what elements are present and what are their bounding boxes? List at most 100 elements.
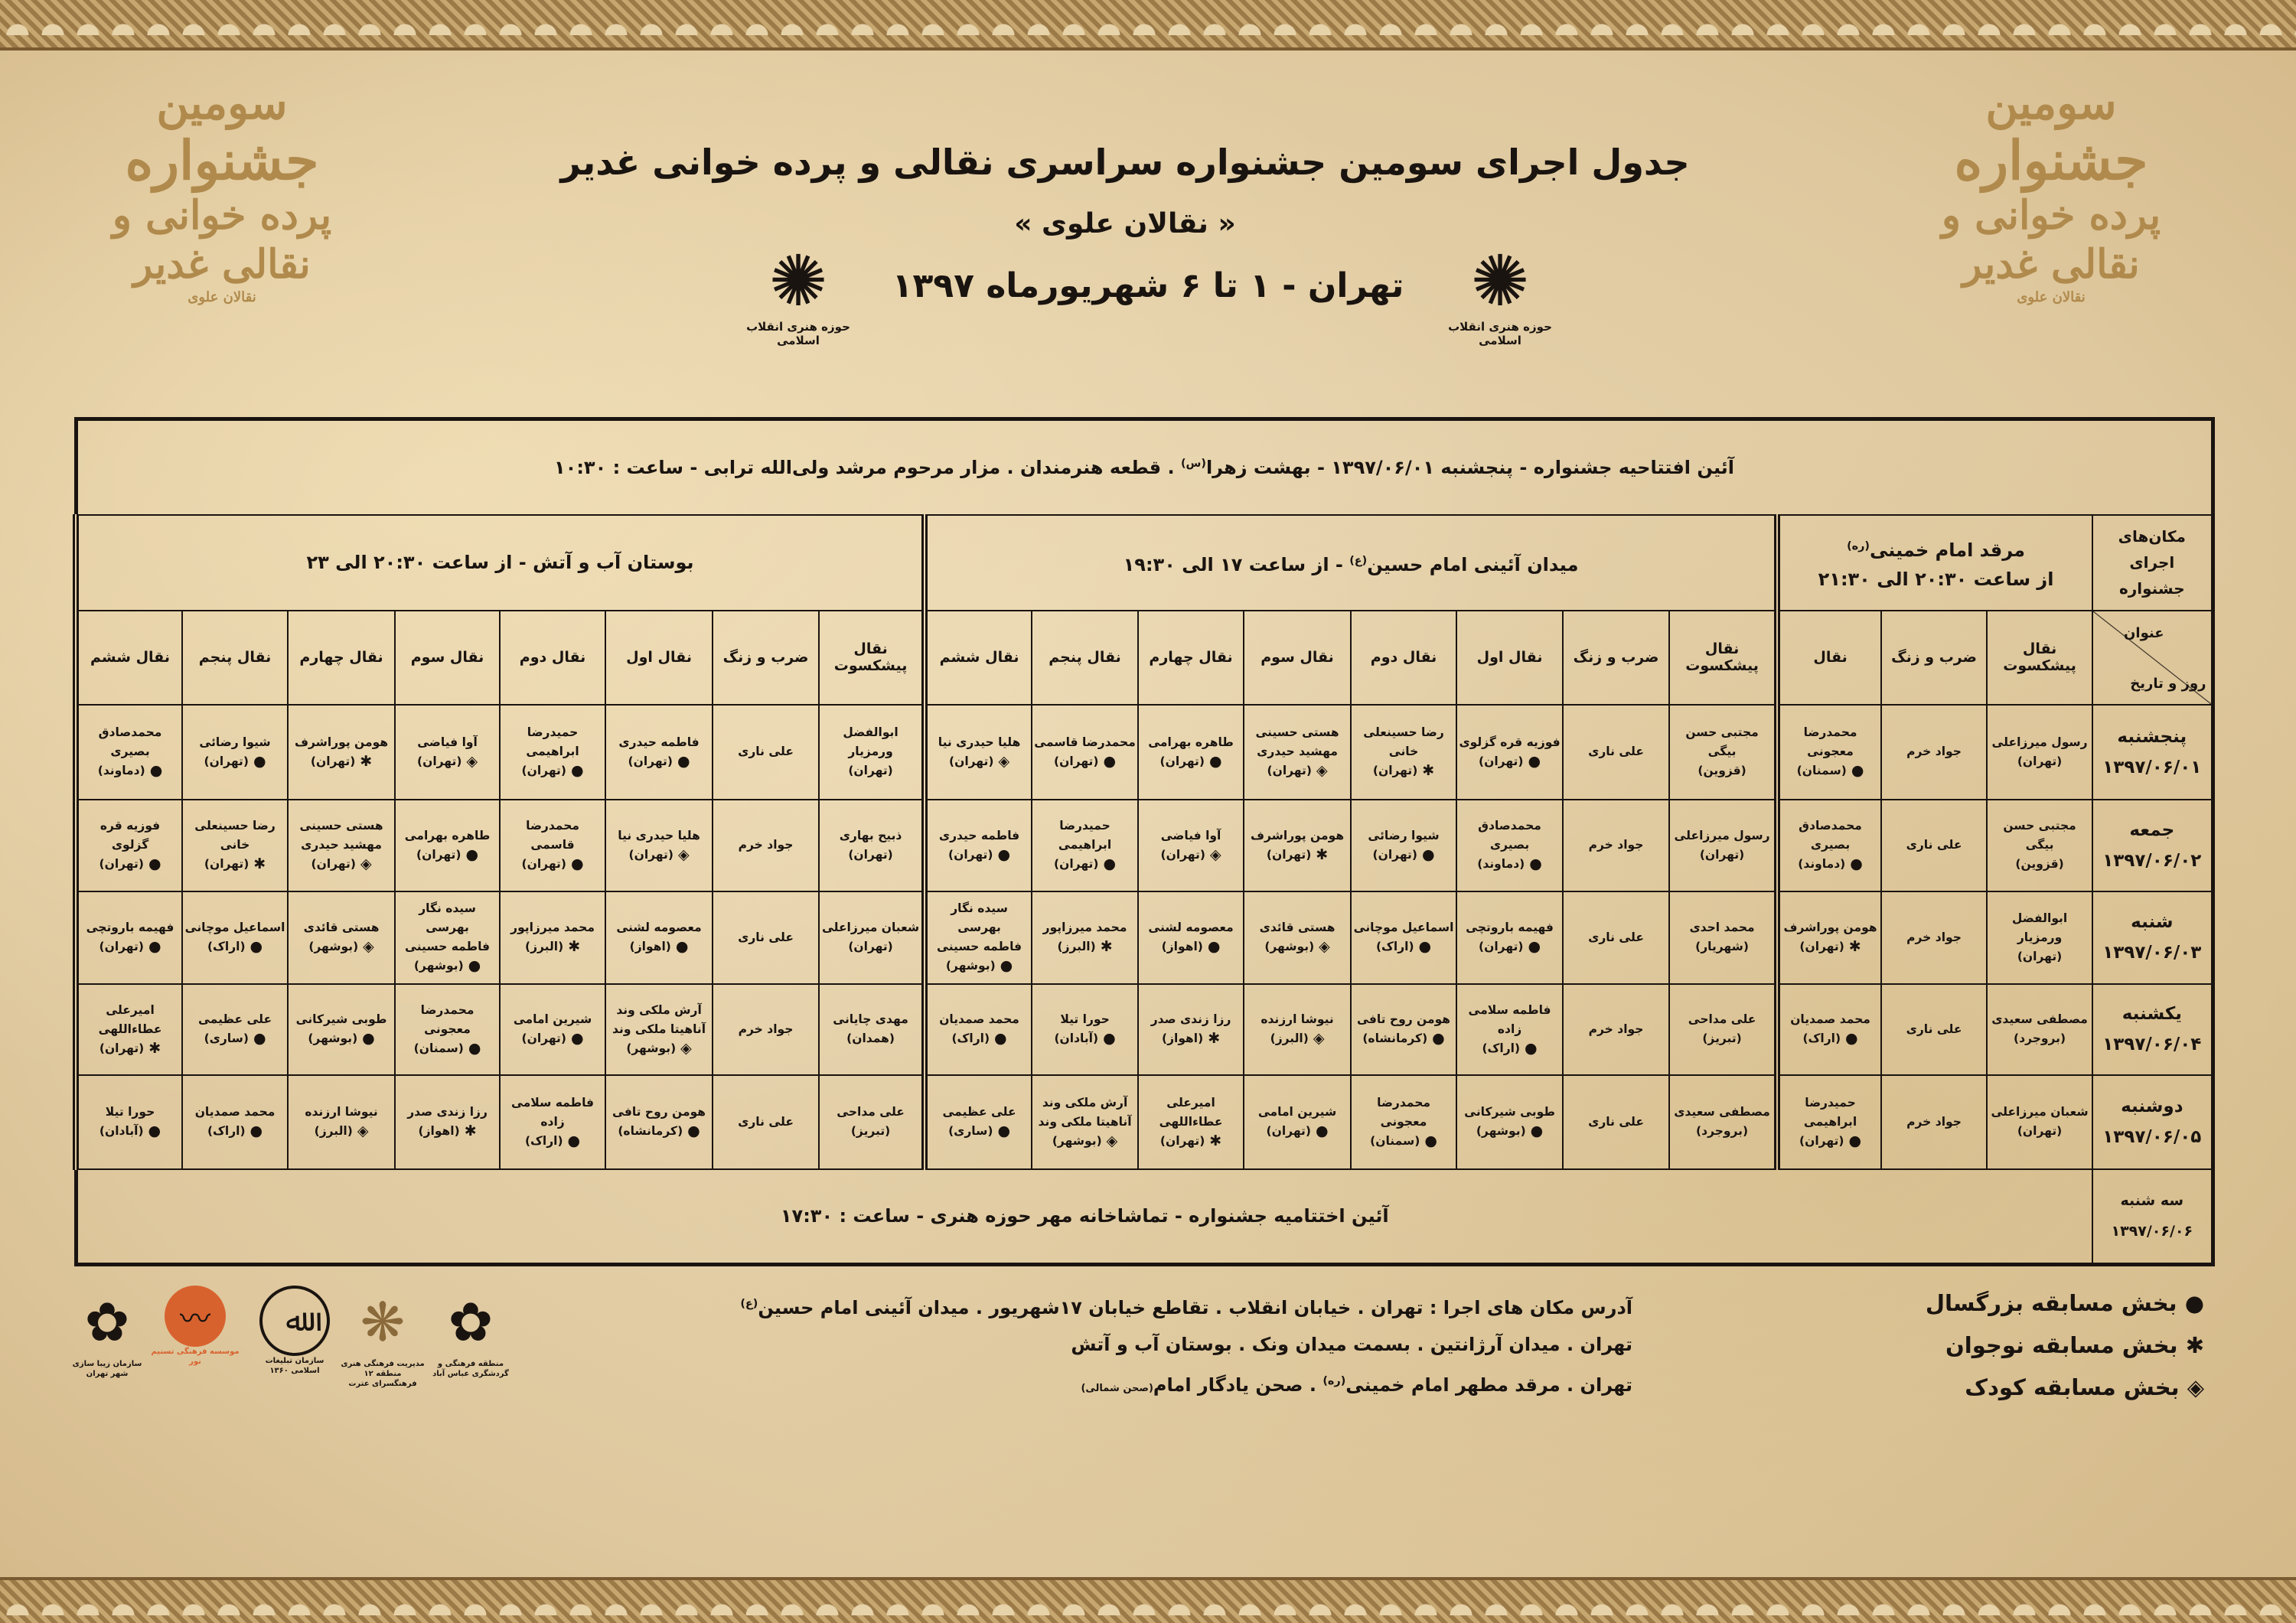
sponsor_logos-3-caption: موسسه فرهنگی تسنیم نور bbox=[151, 1348, 240, 1366]
performer-origin: (تهران) bbox=[1989, 752, 2090, 771]
performer-city: (البرز) bbox=[1057, 940, 1096, 953]
performer-city: (تهران) bbox=[521, 764, 566, 777]
filled-circle-icon: ● bbox=[1525, 1039, 1538, 1057]
schedule-row: شنبه ۱۳۹۷/۰۶/۰۳ ابوالفضل ورمزیار (تهران) جوا… bbox=[72, 890, 2214, 985]
performer-cell: جواد خرم bbox=[1562, 983, 1671, 1076]
schedule-row: یکشنبه ۱۳۹۷/۰۶/۰۴ مصطفی سعیدی (بروجرد) علی ن… bbox=[72, 983, 2214, 1076]
address-line3_sup: (ره) bbox=[1322, 1375, 1346, 1387]
performer-city: (سمنان) bbox=[1796, 764, 1847, 777]
filled-circle-icon: ● bbox=[997, 1123, 1011, 1139]
performer-name: رسول میرزاعلی bbox=[1991, 735, 2088, 749]
performer-city: (تهران) bbox=[311, 857, 356, 871]
legend-adult: ● بخش مسابقه بزرگسال bbox=[1926, 1282, 2204, 1325]
performer-name: ابوالفضل ورمزیار bbox=[2011, 911, 2068, 944]
performer-cell: محمدصادق بصیری ● (دماوند) bbox=[1774, 798, 1883, 892]
performer-cell: فاطمه سلامی زاده ● (اراک) bbox=[1456, 983, 1564, 1076]
performer-cell: آوا فیاضی ◈ (تهران) bbox=[394, 703, 501, 800]
performer-city: (بوشهر) bbox=[1264, 940, 1315, 953]
performer-city: (تهران) bbox=[416, 847, 461, 862]
performer-city: (اراک) bbox=[207, 940, 246, 953]
festival-calligraphy-logo-right: سومین جشنواره پرده خوانی و نقالی غدیر نقال… bbox=[1913, 77, 2189, 352]
performer-city: (تهران) bbox=[204, 857, 249, 871]
venue-name-honorific: (ع) bbox=[1349, 554, 1368, 567]
performer-origin: (بروجرد) bbox=[1989, 1029, 2090, 1048]
corner-bottom: روز و تاریخ bbox=[2130, 675, 2206, 692]
performer-cell: حورا تیلا ● (آبادان) bbox=[72, 1074, 184, 1170]
performer-city: (بوشهر) bbox=[1476, 1124, 1526, 1138]
performer-name: ابوالفضل ورمزیار bbox=[843, 725, 899, 758]
performer-name: آرش ملکی وند bbox=[1042, 1095, 1128, 1110]
performer-cell: مجتبی حسن بیگی (قزوین) bbox=[1986, 798, 2094, 892]
performer-city: (تهران) bbox=[1054, 754, 1099, 768]
performer-city: (تهران) bbox=[521, 857, 566, 871]
filled-circle-icon: ● bbox=[1418, 938, 1432, 955]
filled-circle-icon: ● bbox=[570, 762, 584, 779]
performer-cell: هومن پوراشرف ✱ (تهران) bbox=[1774, 890, 1883, 985]
filled-circle-icon: ● bbox=[148, 938, 161, 955]
performer-name: علی ناری bbox=[738, 1114, 794, 1129]
performer-cell: هومن روح تافی ● (کرمانشاه) bbox=[605, 1074, 714, 1170]
performer-city: (تبریز) bbox=[1702, 1031, 1742, 1045]
venue-header: بوستان آب و آتش - از ساعت ۲۰:۳۰ الی ۲۳ bbox=[72, 513, 926, 611]
performer-cell: محمدرضا معجونی ● (سمنان) bbox=[1350, 1074, 1458, 1170]
performer-origin: (قزوین) bbox=[1671, 761, 1773, 781]
performer-origin: ● (ساری) bbox=[184, 1029, 285, 1048]
performer-name: حورا تیلا bbox=[1060, 1012, 1110, 1026]
performer-name: جواد خرم bbox=[738, 838, 794, 852]
performer-origin: (تهران) bbox=[1671, 846, 1773, 865]
performer-cell: شیوا رضائی ● (تهران) bbox=[1350, 798, 1458, 892]
performer-cell: هلیا حیدری نیا ◈ (تهران) bbox=[921, 703, 1033, 800]
day-date: ۱۳۹۷/۰۶/۰۴ bbox=[2102, 1035, 2202, 1054]
filled-circle-icon: ● bbox=[2184, 1290, 2204, 1316]
column-header: نقال چهارم bbox=[1137, 609, 1245, 706]
performer-name: مهدی چایانی bbox=[833, 1012, 908, 1026]
orange-wave-emblem-icon: 〰 bbox=[165, 1286, 226, 1347]
filled-circle-icon: ● bbox=[148, 1123, 161, 1139]
performer-name: مصطفی سعیدی bbox=[1674, 1105, 1770, 1119]
filled-circle-icon: ● bbox=[149, 762, 163, 779]
performer-cell: رسول میرزاعلی (تهران) bbox=[1986, 703, 2094, 800]
performer-name: هلیا حیدری نیا bbox=[618, 828, 700, 842]
performer-origin: ✱ (تهران) bbox=[184, 855, 285, 874]
performer-city: (کرمانشاه) bbox=[1362, 1031, 1428, 1045]
performer-origin: (تهران) bbox=[821, 761, 920, 781]
day-date: ۱۳۹۷/۰۶/۰۶ bbox=[2111, 1223, 2193, 1240]
performer-city: (تهران) bbox=[417, 754, 462, 768]
diamond-icon: ◈ bbox=[1209, 846, 1221, 863]
performer-cell: علی ناری bbox=[712, 703, 820, 800]
performer-name: هومن پوراشرف bbox=[295, 735, 389, 749]
diamond-icon: ◈ bbox=[1316, 762, 1328, 779]
performer-name: علی ناری bbox=[1588, 930, 1644, 944]
performer-cell: جواد خرم bbox=[1880, 890, 1988, 985]
performer-city: (اهواز) bbox=[629, 940, 671, 953]
performer-origin: (تهران) bbox=[1989, 1122, 2090, 1141]
performer-cell: هستی قائدی ◈ (بوشهر) bbox=[287, 890, 396, 985]
diamond-icon: ◈ bbox=[2187, 1374, 2204, 1400]
performer-cell: رضا حسینعلی خانی ✱ (تهران) bbox=[1350, 703, 1458, 800]
performer-name: اسماعیل موچانی bbox=[184, 921, 285, 934]
performer-origin: (تهران) bbox=[821, 846, 920, 865]
day-date-cell: یکشنبه ۱۳۹۷/۰۶/۰۴ bbox=[2092, 983, 2214, 1076]
performer-name: جواد خرم bbox=[1906, 745, 1962, 758]
performer-name: رزا زندی صدر bbox=[407, 1105, 488, 1119]
performer-name: حمیدرضا ابراهیمی bbox=[1803, 1095, 1857, 1129]
performer-cell: رضا حسینعلی خانی ✱ (تهران) bbox=[181, 798, 289, 892]
performer-origin: ● (بوشهر) bbox=[1459, 1122, 1561, 1141]
performer-city: (اراک) bbox=[524, 1133, 563, 1148]
performer-cell: علی عظیمی ● (ساری) bbox=[921, 1074, 1033, 1170]
address-line3_b: . صحن یادگار امام bbox=[1153, 1374, 1316, 1396]
performer-city: (تهران) bbox=[2017, 949, 2063, 963]
performer-name: حمیدرضا ابراهیمی bbox=[1058, 819, 1112, 852]
performer-city: (شهریار) bbox=[1695, 940, 1749, 953]
performer-cell: هلیا حیدری نیا ◈ (تهران) bbox=[605, 798, 714, 892]
performer-cell: جواد خرم bbox=[1880, 703, 1988, 800]
performer-cell: فهیمه باروتچی ● (تهران) bbox=[1456, 890, 1564, 985]
diamond-icon: ◈ bbox=[1313, 1030, 1325, 1047]
performer-name: مهشید حیدری bbox=[301, 838, 382, 852]
filled-circle-icon: ● bbox=[249, 1123, 263, 1139]
performer-city: (البرز) bbox=[524, 940, 564, 953]
performer-name: فاطمه حسینی bbox=[937, 940, 1022, 953]
header-calligraphy-l2: جشنواره bbox=[125, 129, 319, 192]
performer-origin: ● (تهران) bbox=[1459, 937, 1561, 957]
performer-origin: ◈ (تهران) bbox=[290, 855, 393, 874]
